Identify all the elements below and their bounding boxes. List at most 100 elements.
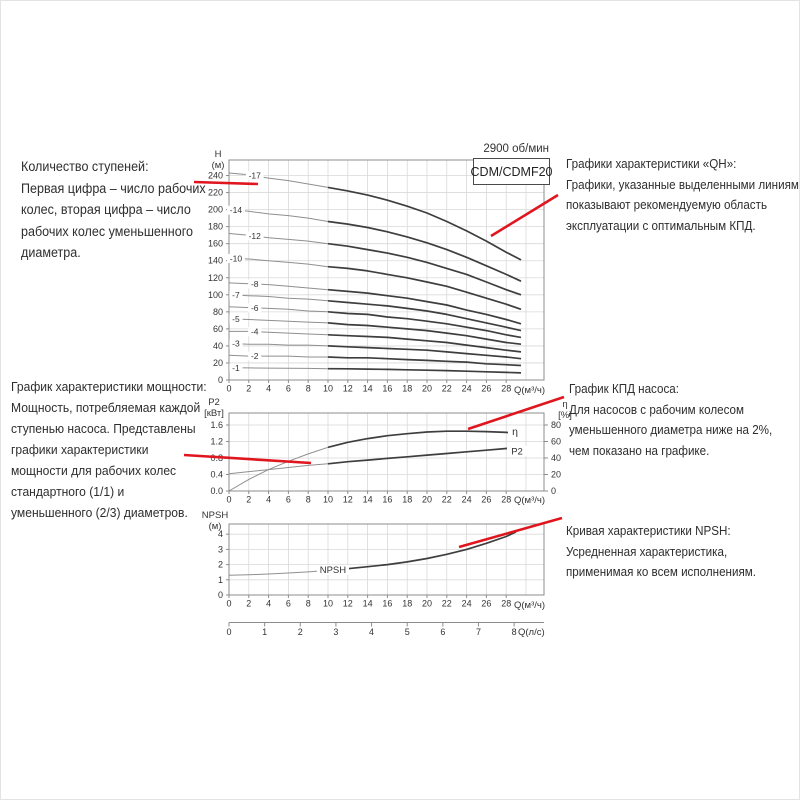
svg-text:26: 26 — [481, 384, 491, 394]
qh-y-axis-title: H (м) — [211, 149, 225, 172]
p2-y-axis-title: P2 [кВт] — [204, 397, 224, 420]
qh-curve--17-thin — [228, 172, 329, 188]
svg-text:1: 1 — [262, 627, 267, 637]
annotation-qh-curves: Графики характеристики «QH»: Графики, ук… — [566, 157, 799, 233]
qh-curve--2 — [327, 356, 522, 367]
pointer-line-0 — [193, 180, 259, 186]
svg-text:28: 28 — [501, 384, 511, 394]
svg-text:18: 18 — [402, 384, 412, 394]
npsh-curve-label: NPSH — [320, 565, 347, 576]
svg-text:22: 22 — [442, 384, 452, 394]
lps-axis: 0 1 2 3 4 5 6 7 8 — [226, 622, 544, 637]
svg-text:0: 0 — [218, 590, 223, 600]
p2-curve-thin — [228, 463, 329, 475]
qh-curve--12-thin — [228, 233, 329, 245]
svg-text:20: 20 — [551, 470, 561, 480]
svg-text:12: 12 — [343, 495, 353, 505]
qh-curve--5 — [327, 322, 522, 346]
svg-text:2: 2 — [218, 560, 223, 570]
svg-text:14: 14 — [363, 599, 373, 609]
annotation-stages: Количество ступеней: Первая цифра – числ… — [21, 159, 206, 260]
qh-curve--1 — [327, 367, 522, 374]
svg-text:6: 6 — [286, 599, 291, 609]
p2-curve-label: P2 — [511, 447, 523, 458]
pointer-line-4 — [458, 516, 563, 549]
qh-curve--7-thin — [228, 294, 329, 302]
svg-text:14: 14 — [363, 495, 373, 505]
svg-text:0.0: 0.0 — [210, 486, 223, 496]
svg-text:16: 16 — [382, 384, 392, 394]
svg-text:20: 20 — [422, 599, 432, 609]
svg-text:22: 22 — [442, 599, 452, 609]
svg-text:0: 0 — [226, 495, 231, 505]
annotation-npsh: Кривая характеристики NPSH: Усредненная … — [566, 524, 756, 579]
svg-text:8: 8 — [306, 599, 311, 609]
qh-curve-label--1: -1 — [232, 363, 240, 373]
qh-curve--5-thin — [228, 318, 329, 324]
svg-text:0: 0 — [551, 486, 556, 496]
qh-curve--8 — [327, 288, 522, 325]
svg-text:180: 180 — [208, 222, 223, 232]
svg-text:0: 0 — [226, 627, 231, 637]
svg-text:16: 16 — [382, 495, 392, 505]
svg-text:0.4: 0.4 — [210, 470, 223, 480]
svg-text:18: 18 — [402, 495, 412, 505]
eta-curve-label: η — [512, 426, 518, 438]
svg-text:28: 28 — [501, 495, 511, 505]
qh-curve--6-thin — [228, 306, 329, 313]
speed-label: 2900 об/мин — [483, 143, 549, 155]
svg-text:7: 7 — [476, 627, 481, 637]
svg-text:18: 18 — [402, 599, 412, 609]
svg-text:6: 6 — [286, 384, 291, 394]
svg-text:40: 40 — [551, 453, 561, 463]
svg-text:4: 4 — [266, 384, 271, 394]
svg-text:0: 0 — [218, 375, 223, 385]
p2-curve — [327, 446, 517, 465]
svg-text:6: 6 — [440, 627, 445, 637]
svg-text:240: 240 — [208, 171, 223, 181]
qh-curve-label--8: -8 — [251, 279, 259, 289]
model-badge: CDM/CDMF20 — [471, 158, 552, 185]
qh-curve-label--14: -14 — [230, 205, 243, 215]
svg-text:4: 4 — [266, 495, 271, 505]
svg-text:24: 24 — [462, 599, 472, 609]
svg-text:10: 10 — [323, 495, 333, 505]
qh-curve-label--5: -5 — [232, 314, 240, 324]
svg-text:26: 26 — [481, 495, 491, 505]
svg-text:3: 3 — [333, 627, 338, 637]
qh-curve-label--2: -2 — [251, 351, 259, 361]
svg-text:100: 100 — [208, 290, 223, 300]
svg-text:8: 8 — [306, 495, 311, 505]
qh-curve--7 — [327, 299, 522, 332]
svg-text:1.6: 1.6 — [210, 420, 223, 430]
annotation-power: График характеристики мощности: Мощность… — [11, 379, 207, 520]
svg-text:12: 12 — [343, 599, 353, 609]
svg-text:80: 80 — [213, 307, 223, 317]
qh-curve--4 — [327, 333, 522, 353]
qh-curve--6 — [327, 310, 522, 339]
svg-text:4: 4 — [369, 627, 374, 637]
npsh-x-unit: Q(м³/ч) — [514, 600, 546, 611]
pointer-line-2 — [183, 453, 312, 465]
qh-x-unit: Q(м³/ч) — [514, 385, 546, 396]
svg-text:60: 60 — [213, 324, 223, 334]
qh-curve--4-thin — [229, 330, 329, 336]
svg-text:2: 2 — [246, 495, 251, 505]
eta-curve — [327, 430, 517, 449]
svg-text:24: 24 — [462, 384, 472, 394]
npsh-curve — [347, 531, 517, 570]
qh-curve--2-thin — [228, 354, 328, 358]
svg-text:60: 60 — [551, 437, 561, 447]
svg-text:4: 4 — [266, 599, 271, 609]
qh-curve--10 — [327, 265, 522, 311]
svg-text:200: 200 — [208, 205, 223, 215]
lps-x-unit: Q(л/с) — [518, 627, 545, 638]
chart-power-efficiency: 02468101214161820222426280.00.40.81.21.6… — [210, 412, 561, 505]
svg-text:10: 10 — [323, 384, 333, 394]
svg-text:1.2: 1.2 — [210, 437, 223, 447]
svg-text:80: 80 — [551, 420, 561, 430]
svg-text:28: 28 — [501, 599, 511, 609]
